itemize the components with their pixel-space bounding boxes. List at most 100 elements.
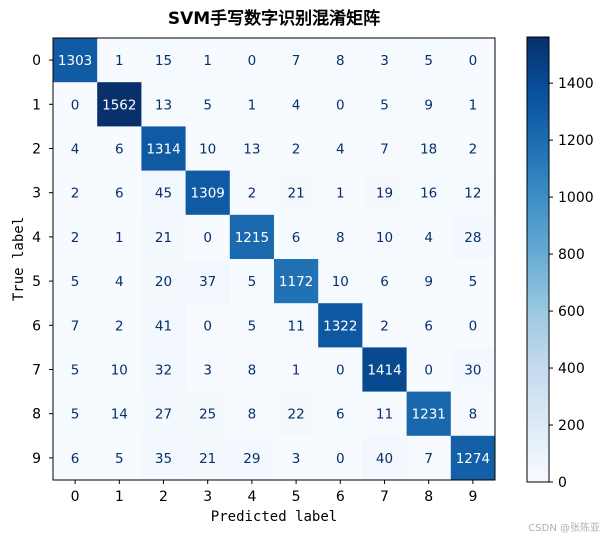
colorbar-tick-label: 0 — [558, 475, 567, 491]
heatmap-cell — [362, 126, 408, 172]
cell-value-label: 5 — [71, 407, 80, 423]
cell-value-label: 10 — [376, 230, 393, 246]
heatmap-cell — [406, 126, 452, 172]
cell-value-label: 6 — [115, 142, 124, 158]
heatmap-cell — [185, 170, 231, 216]
heatmap-cell — [97, 126, 142, 172]
cell-value-label: 6 — [292, 230, 301, 246]
heatmap-cell — [450, 303, 496, 348]
cell-value-label: 9 — [424, 97, 433, 113]
cell-value-label: 40 — [376, 451, 393, 467]
cell-value-label: 18 — [420, 142, 437, 158]
heatmap-cell — [406, 170, 452, 216]
heatmap-cell — [362, 259, 408, 304]
x-tick-label: 1 — [115, 489, 124, 505]
heatmap-cell — [185, 303, 231, 348]
cell-value-label: 8 — [248, 407, 257, 423]
cell-value-label: 1322 — [323, 318, 357, 334]
heatmap-cell — [362, 435, 408, 481]
cell-value-label: 6 — [71, 451, 80, 467]
x-tick-label: 7 — [380, 489, 389, 505]
cell-value-label: 12 — [464, 186, 481, 202]
heatmap-cell — [53, 214, 98, 260]
y-axis-ticks: 0 1 2 3 4 5 6 7 8 9 — [32, 53, 53, 467]
cell-value-label: 10 — [199, 142, 216, 158]
heatmap-cell — [362, 82, 408, 127]
heatmap-cell — [141, 214, 187, 260]
heatmap-cell — [406, 435, 452, 481]
heatmap-cell — [406, 82, 452, 127]
cell-value-label: 2 — [469, 142, 478, 158]
heatmap-cell — [318, 38, 363, 83]
cell-value-label: 0 — [469, 318, 478, 334]
x-axis-label: Predicted label — [211, 509, 337, 525]
cell-value-label: 27 — [155, 407, 172, 423]
cell-value-label: 45 — [155, 186, 172, 202]
heatmap-cell — [97, 435, 142, 481]
cell-value-label: 1562 — [102, 97, 136, 113]
cell-value-label: 1 — [336, 186, 345, 202]
heatmap-cell — [53, 82, 98, 127]
colorbar-tick-label: 1200 — [558, 133, 594, 149]
heatmap-cell — [97, 303, 142, 348]
cell-value-label: 1414 — [367, 363, 401, 379]
chart-title: SVM手写数字识别混淆矩阵 — [168, 8, 380, 29]
heatmap-cell — [97, 391, 142, 437]
heatmap-cell — [362, 391, 408, 437]
heatmap-cell — [406, 303, 452, 348]
heatmap-cell — [229, 435, 275, 481]
heatmap-cell — [97, 347, 142, 393]
cell-value-label: 10 — [111, 363, 128, 379]
colorbar-tick-label: 800 — [558, 247, 585, 263]
heatmap-cell — [450, 391, 496, 437]
heatmap-cell — [450, 347, 496, 393]
cell-value-label: 8 — [248, 363, 257, 379]
heatmap-cell — [229, 214, 275, 260]
heatmap-cell — [362, 303, 408, 348]
cell-value-label: 1303 — [58, 53, 92, 69]
cell-value-label: 2 — [292, 142, 301, 158]
y-tick-label: 5 — [32, 274, 41, 290]
heatmap-cell — [450, 126, 496, 172]
colorbar-tick-label: 400 — [558, 361, 585, 377]
heatmap-cell — [274, 391, 319, 437]
heatmap-cell — [141, 170, 187, 216]
heatmap-cell — [450, 82, 496, 127]
heatmap-cell — [274, 170, 319, 216]
cell-value-label: 1 — [292, 363, 301, 379]
heatmap-cell — [274, 126, 319, 172]
heatmap-cell — [185, 82, 231, 127]
cell-value-label: 2 — [71, 186, 80, 202]
heatmap-cell — [318, 391, 363, 437]
heatmap-cell — [406, 259, 452, 304]
heatmap-cell — [141, 38, 187, 83]
heatmap-cell — [97, 214, 142, 260]
heatmap-cell — [318, 347, 363, 393]
cell-value-label: 4 — [115, 274, 124, 290]
heatmap-cell — [274, 82, 319, 127]
heatmap-cell — [450, 214, 496, 260]
cell-value-label: 5 — [71, 274, 80, 290]
cell-value-label: 20 — [155, 274, 172, 290]
heatmap-cell — [229, 38, 275, 83]
cell-value-label: 1 — [115, 230, 124, 246]
x-tick-label: 4 — [247, 489, 256, 505]
cell-value-label: 6 — [336, 407, 345, 423]
cell-value-label: 5 — [115, 451, 124, 467]
cell-value-label: 22 — [288, 407, 305, 423]
heatmap-cell — [53, 391, 98, 437]
heatmap-cell — [406, 347, 452, 393]
cell-value-label: 1 — [115, 53, 124, 69]
heatmap-cell — [97, 170, 142, 216]
x-tick-label: 0 — [71, 489, 80, 505]
y-tick-label: 9 — [32, 451, 41, 467]
cell-value-label: 5 — [380, 97, 389, 113]
x-tick-label: 8 — [424, 489, 433, 505]
cell-value-label: 5 — [248, 318, 257, 334]
heatmap-cell — [141, 435, 187, 481]
x-tick-label: 2 — [159, 489, 168, 505]
cell-value-label: 1172 — [279, 274, 313, 290]
cell-value-label: 5 — [469, 274, 478, 290]
cell-value-label: 21 — [199, 451, 216, 467]
